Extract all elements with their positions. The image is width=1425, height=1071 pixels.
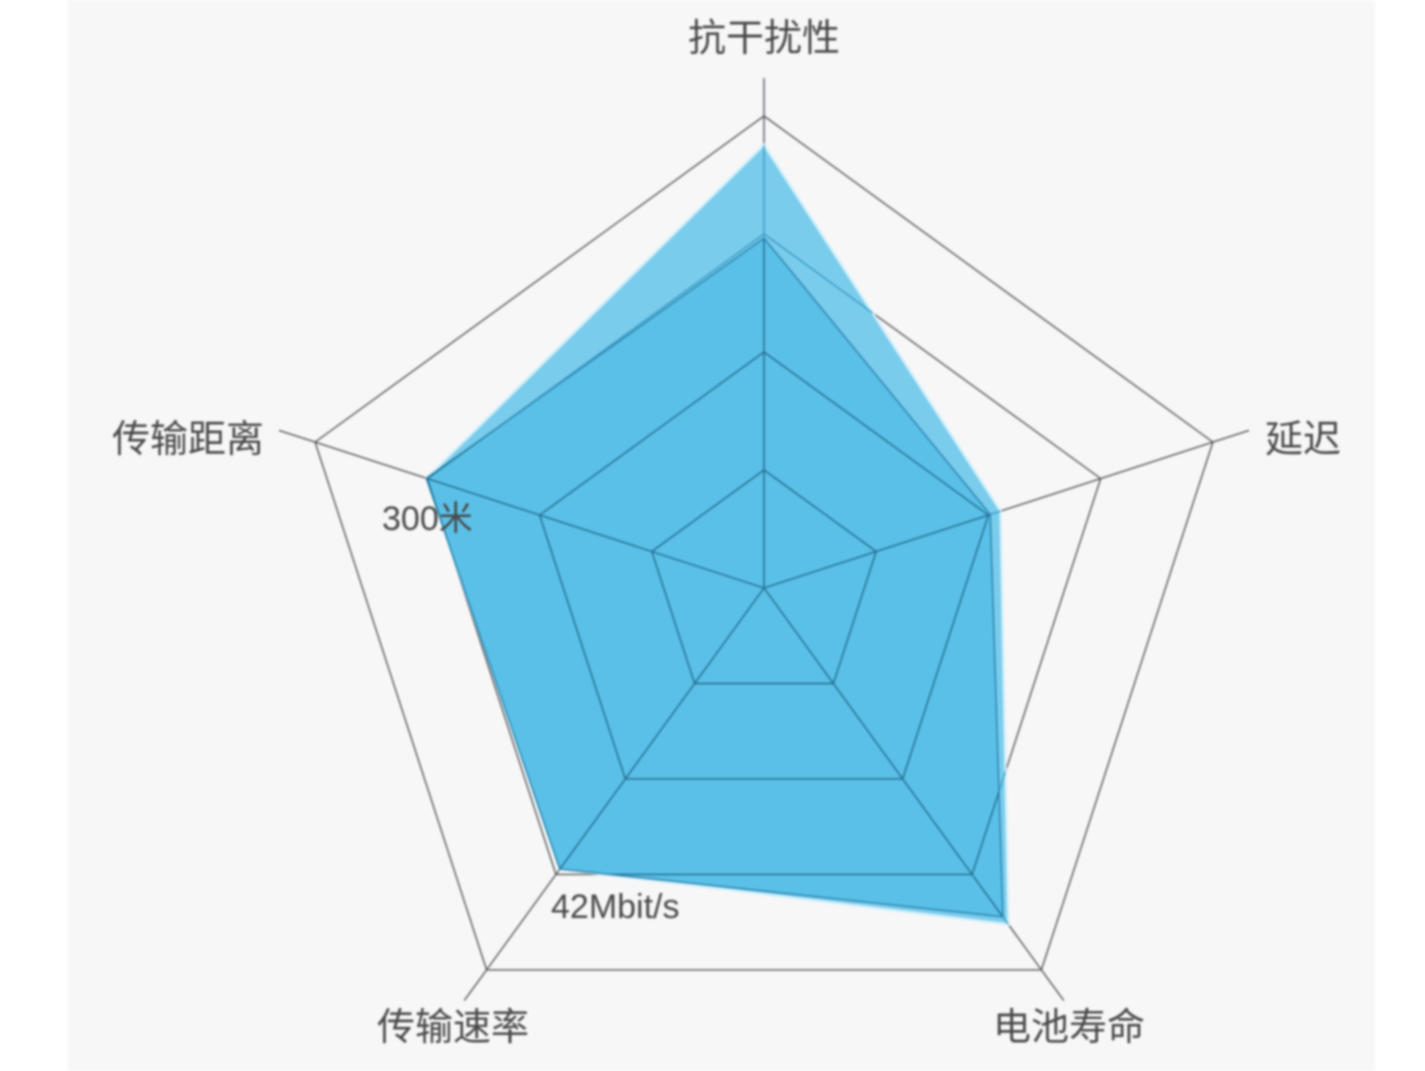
svg-text:传输速率: 传输速率 [377, 1007, 529, 1049]
svg-text:传输距离: 传输距离 [112, 419, 264, 461]
svg-text:42Mbit/s: 42Mbit/s [551, 888, 680, 926]
svg-text:300米: 300米 [382, 500, 473, 538]
svg-text:延迟: 延迟 [1265, 419, 1341, 461]
svg-text:电池寿命: 电池寿命 [993, 1007, 1145, 1049]
svg-text:抗干扰性: 抗干扰性 [688, 18, 840, 60]
